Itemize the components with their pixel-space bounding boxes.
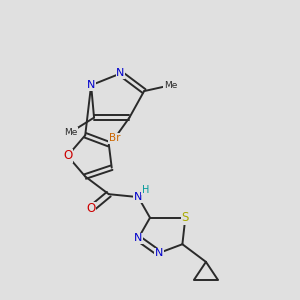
Text: S: S <box>182 211 189 224</box>
Text: N: N <box>87 80 95 90</box>
Text: Br: Br <box>109 133 120 143</box>
Text: N: N <box>154 248 163 258</box>
Text: N: N <box>134 192 142 202</box>
Text: H: H <box>142 185 149 195</box>
Text: O: O <box>86 202 96 215</box>
Text: O: O <box>63 149 72 162</box>
Text: Me: Me <box>164 81 177 90</box>
Text: Me: Me <box>64 128 77 137</box>
Text: N: N <box>134 233 142 243</box>
Text: N: N <box>116 68 125 78</box>
